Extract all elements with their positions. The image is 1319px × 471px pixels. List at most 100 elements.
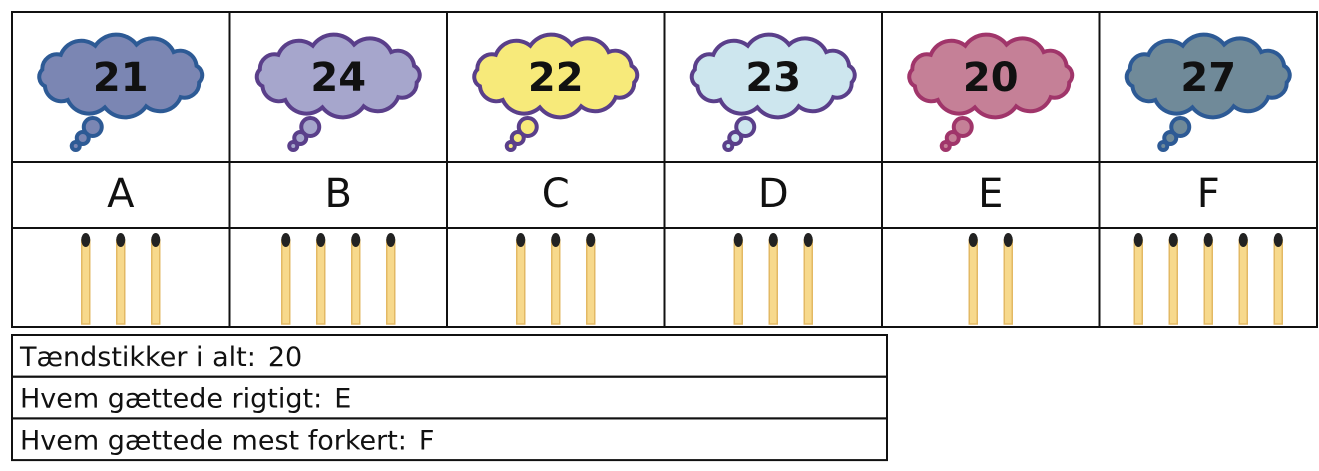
person-label: A [107,171,135,217]
thought-cloud [472,32,640,120]
thought-bubble [504,140,517,152]
match-stick [1133,239,1143,325]
summary-text: Hvem gættede rigtigt: E [20,383,351,414]
match-head [351,233,361,247]
match-stick [1003,239,1013,325]
matchstick [586,233,596,325]
match-head [551,233,561,247]
match-head [516,233,526,247]
match-stick [116,239,126,325]
matchstick [1003,233,1013,325]
summary-value: E [334,383,351,414]
guess: 21 [93,55,149,101]
match-head [81,233,91,247]
match-head [1003,233,1013,247]
matchstick [551,233,561,325]
match-stick [316,239,326,325]
matchstick [351,233,361,325]
match-stick [733,239,743,325]
matchstick [768,233,778,325]
match-stick [351,239,361,325]
match-stick [516,239,526,325]
matchstick [116,233,126,325]
summary-value: F [419,425,435,456]
thought-bubble [727,130,744,146]
thought-cloud [37,32,205,120]
match-head [733,233,743,247]
guess: 22 [528,55,584,101]
match-stick [386,239,396,325]
thought-bubble [292,130,309,146]
match-stick [281,239,291,325]
match-stick [151,239,161,325]
match-head [1168,233,1178,247]
thought-cloud [1124,32,1292,120]
match-head [586,233,596,247]
thought-bubble [1169,116,1192,138]
thought-bubble [1157,140,1170,152]
match-stick [586,239,596,325]
guess: 23 [745,55,801,101]
matchstick [803,233,813,325]
thought-bubble [939,140,952,152]
matchstick [1273,233,1283,325]
summary-label: Tændstikker i alt: [19,341,256,372]
thought-cloud [689,32,857,120]
summary-row [11,417,888,462]
summary-text: Tændstikker i alt: 20 [19,341,302,372]
match-stick [551,239,561,325]
match-stick [1168,239,1178,325]
matchstick [1203,233,1213,325]
match-stick [81,239,91,325]
match-head [1133,233,1143,247]
thought-bubble [722,140,735,152]
matchstick [516,233,526,325]
person-label: B [325,171,352,217]
match-stick [768,239,778,325]
match-stick [1273,239,1283,325]
matchstick [1238,233,1248,325]
match-stick [968,239,978,325]
match-stick [1238,239,1248,325]
summary-label: Hvem gættede rigtigt: [20,383,322,414]
match-head [968,233,978,247]
match-head [316,233,326,247]
matchstick [81,233,91,325]
matchstick [1133,233,1143,325]
match-head [803,233,813,247]
match-head [768,233,778,247]
thought-bubble [74,130,91,146]
person-label: C [542,171,570,217]
thought-bubble [1162,130,1179,146]
match-stick [1203,239,1213,325]
matchstick [316,233,326,325]
match-stick [803,239,813,325]
guess: 24 [310,55,366,101]
thought-bubble [944,130,961,146]
thought-bubble [69,140,82,152]
match-head [151,233,161,247]
thought-bubble [509,130,526,146]
person-label: F [1197,171,1220,217]
match-head [386,233,396,247]
thought-bubble [951,116,974,138]
thought-bubble [287,140,300,152]
person-label: D [758,171,789,217]
thought-bubble [299,116,322,138]
thought-cloud [907,32,1075,120]
matchstick [968,233,978,325]
match-head [116,233,126,247]
match-head [1273,233,1283,247]
matchstick [1168,233,1178,325]
matchstick [733,233,743,325]
guess: 27 [1180,55,1236,101]
match-head [1203,233,1213,247]
guess: 20 [963,55,1019,101]
summary-label: Hvem gættede mest forkert: [20,425,407,456]
summary-value: 20 [268,341,302,372]
thought-bubble [81,116,104,138]
matchstick [281,233,291,325]
thought-cloud [254,32,422,120]
